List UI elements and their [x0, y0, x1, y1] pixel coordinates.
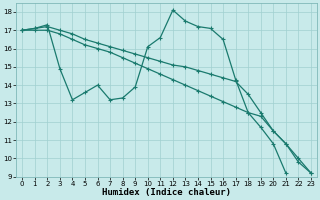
- X-axis label: Humidex (Indice chaleur): Humidex (Indice chaleur): [102, 188, 231, 197]
